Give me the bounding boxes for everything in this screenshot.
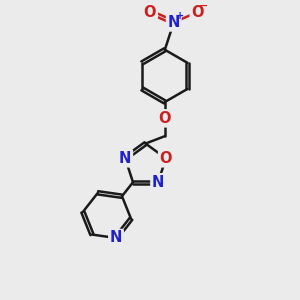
Text: O: O bbox=[160, 151, 172, 166]
Text: +: + bbox=[176, 11, 184, 21]
Text: N: N bbox=[110, 230, 122, 245]
Text: N: N bbox=[168, 15, 180, 30]
Text: O: O bbox=[144, 4, 156, 20]
Text: −: − bbox=[199, 1, 209, 10]
Text: N: N bbox=[152, 175, 164, 190]
Text: O: O bbox=[191, 4, 204, 20]
Text: N: N bbox=[119, 151, 131, 166]
Text: O: O bbox=[159, 111, 171, 126]
